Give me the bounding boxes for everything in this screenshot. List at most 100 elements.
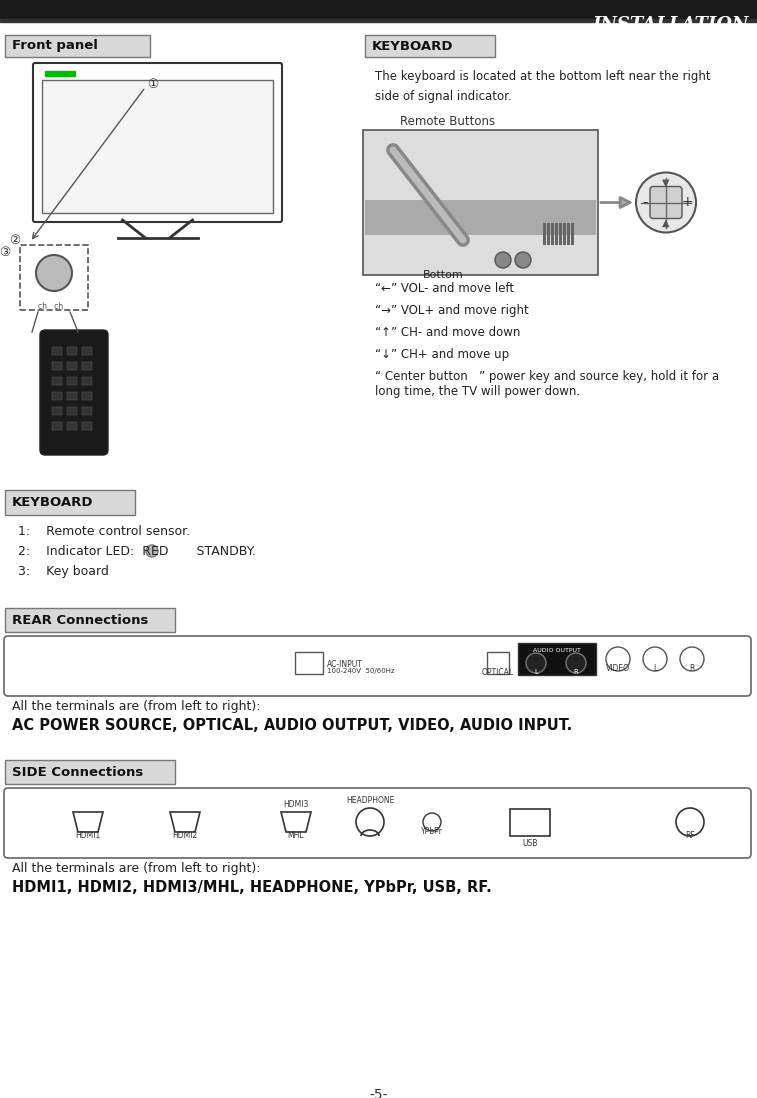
- Bar: [52, 347, 62, 355]
- Bar: [82, 422, 92, 430]
- Text: -: -: [642, 195, 648, 210]
- Text: Front panel: Front panel: [12, 40, 98, 53]
- Text: AC-INPUT: AC-INPUT: [327, 660, 363, 669]
- Bar: [42, 80, 273, 213]
- Text: All the terminals are (from left to right):: All the terminals are (from left to righ…: [12, 701, 260, 713]
- Text: VIDEO: VIDEO: [606, 664, 630, 673]
- Circle shape: [356, 808, 384, 836]
- Circle shape: [636, 172, 696, 233]
- Bar: [0, 19, 757, 22]
- Text: “↑” CH- and move down: “↑” CH- and move down: [375, 326, 520, 339]
- Bar: [0, 0, 757, 18]
- Text: RF: RF: [685, 831, 695, 840]
- Text: 3:    Key board: 3: Key board: [18, 565, 109, 578]
- Circle shape: [676, 808, 704, 836]
- Bar: [567, 223, 570, 245]
- Circle shape: [146, 545, 158, 557]
- FancyBboxPatch shape: [5, 608, 175, 632]
- Text: ch   ch: ch ch: [38, 302, 63, 311]
- Text: INSTALLATION: INSTALLATION: [593, 16, 749, 34]
- FancyBboxPatch shape: [5, 760, 175, 784]
- FancyBboxPatch shape: [33, 63, 282, 222]
- Bar: [559, 223, 562, 245]
- Bar: [365, 200, 596, 235]
- Text: 2:    Indicator LED:  RED       STANDBY.: 2: Indicator LED: RED STANDBY.: [18, 545, 256, 558]
- Circle shape: [36, 255, 72, 291]
- Polygon shape: [170, 813, 200, 832]
- Text: 1:    Remote control sensor.: 1: Remote control sensor.: [18, 525, 190, 538]
- Bar: [52, 362, 62, 370]
- Text: USB: USB: [522, 839, 537, 848]
- Bar: [547, 223, 550, 245]
- Bar: [52, 422, 62, 430]
- Bar: [67, 407, 77, 415]
- Text: “→” VOL+ and move right: “→” VOL+ and move right: [375, 304, 528, 317]
- Bar: [551, 223, 554, 245]
- Text: 100-240V  50/60Hz: 100-240V 50/60Hz: [327, 668, 394, 674]
- Text: HEADPHONE: HEADPHONE: [346, 796, 394, 805]
- Bar: [52, 407, 62, 415]
- Text: +: +: [681, 195, 693, 210]
- Bar: [555, 223, 558, 245]
- Text: Bottom: Bottom: [422, 270, 463, 280]
- Text: KEYBOARD: KEYBOARD: [12, 496, 94, 509]
- FancyBboxPatch shape: [5, 35, 150, 57]
- Circle shape: [495, 253, 511, 268]
- Bar: [82, 407, 92, 415]
- Circle shape: [515, 253, 531, 268]
- Text: HDMI3: HDMI3: [283, 800, 309, 809]
- Circle shape: [526, 653, 546, 673]
- Text: All the terminals are (from left to right):: All the terminals are (from left to righ…: [12, 862, 260, 875]
- Bar: [295, 652, 323, 674]
- Bar: [487, 652, 509, 674]
- Text: KEYBOARD: KEYBOARD: [372, 40, 453, 53]
- Text: ③: ③: [0, 246, 11, 258]
- Text: R: R: [690, 664, 695, 673]
- Bar: [67, 392, 77, 400]
- Bar: [67, 422, 77, 430]
- Bar: [20, 245, 88, 310]
- Bar: [82, 362, 92, 370]
- Text: SIDE Connections: SIDE Connections: [12, 765, 143, 778]
- Bar: [363, 130, 598, 274]
- Text: side of signal indicator.: side of signal indicator.: [375, 90, 512, 103]
- Text: “←” VOL- and move left: “←” VOL- and move left: [375, 282, 514, 295]
- Circle shape: [606, 647, 630, 671]
- Text: ①: ①: [147, 78, 158, 91]
- Bar: [563, 223, 566, 245]
- Bar: [571, 223, 574, 245]
- FancyBboxPatch shape: [5, 490, 135, 515]
- Bar: [67, 347, 77, 355]
- Text: HDMI1, HDMI2, HDMI3/MHL, HEADPHONE, YPbPr, USB, RF.: HDMI1, HDMI2, HDMI3/MHL, HEADPHONE, YPbP…: [12, 879, 492, 895]
- Polygon shape: [281, 813, 311, 832]
- Text: REAR Connections: REAR Connections: [12, 614, 148, 627]
- Text: Remote Buttons: Remote Buttons: [400, 115, 495, 128]
- Text: AUDIO OUTPUT: AUDIO OUTPUT: [533, 648, 581, 653]
- Text: “↓” CH+ and move up: “↓” CH+ and move up: [375, 348, 509, 361]
- FancyBboxPatch shape: [40, 330, 108, 455]
- Text: “ Center button   ” power key and source key, hold it for a
long time, the TV wi: “ Center button ” power key and source k…: [375, 370, 719, 397]
- Bar: [543, 223, 546, 245]
- Text: YPbPr: YPbPr: [421, 827, 443, 836]
- Text: R: R: [574, 669, 578, 675]
- FancyBboxPatch shape: [4, 636, 751, 696]
- Bar: [510, 809, 550, 836]
- Text: L: L: [653, 664, 657, 673]
- Text: The keyboard is located at the bottom left near the right: The keyboard is located at the bottom le…: [375, 70, 711, 83]
- Circle shape: [680, 647, 704, 671]
- Text: HDMI2: HDMI2: [173, 831, 198, 840]
- Bar: [82, 392, 92, 400]
- Text: ②: ②: [9, 234, 20, 246]
- Text: L: L: [534, 669, 538, 675]
- Text: -5-: -5-: [369, 1088, 388, 1098]
- FancyBboxPatch shape: [365, 35, 495, 57]
- FancyBboxPatch shape: [4, 788, 751, 858]
- Circle shape: [566, 653, 586, 673]
- Circle shape: [423, 813, 441, 831]
- FancyBboxPatch shape: [650, 187, 682, 219]
- Text: MHL: MHL: [288, 831, 304, 840]
- Text: OPTICAL: OPTICAL: [482, 668, 514, 677]
- Bar: [52, 392, 62, 400]
- Bar: [518, 643, 596, 675]
- Polygon shape: [73, 813, 103, 832]
